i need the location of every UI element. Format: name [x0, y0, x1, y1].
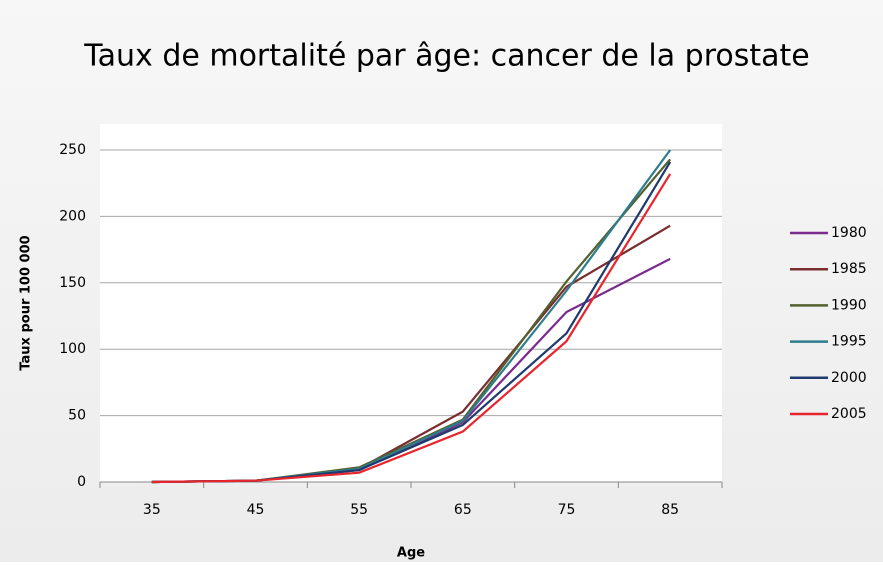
legend-label: 1995: [831, 334, 867, 350]
series-line: [151, 173, 672, 484]
legend-label: 2005: [831, 406, 867, 422]
x-tick-label: 65: [454, 502, 472, 518]
x-tick-label: 55: [350, 502, 368, 518]
legend-label: 1990: [831, 297, 867, 313]
y-tick-label: 50: [68, 408, 86, 424]
y-axis-label: Taux pour 100 000: [19, 235, 34, 370]
y-tick-label: 100: [59, 341, 86, 357]
y-tick-label: 250: [59, 142, 86, 158]
x-tick-label: 85: [661, 502, 679, 518]
x-tick-label: 35: [143, 502, 161, 518]
legend-label: 1980: [831, 225, 867, 241]
x-tick-label: 75: [558, 502, 576, 518]
x-axis-label: Age: [397, 546, 425, 561]
y-tick-label: 0: [77, 474, 86, 490]
plot-area: [100, 124, 722, 482]
legend-label: 1985: [831, 261, 867, 277]
legend-label: 2000: [831, 370, 867, 386]
y-tick-label: 200: [59, 208, 86, 224]
chart-title: Taux de mortalité par âge: cancer de la …: [83, 39, 809, 74]
x-tick-label: 45: [247, 502, 265, 518]
y-tick-label: 150: [59, 275, 86, 291]
